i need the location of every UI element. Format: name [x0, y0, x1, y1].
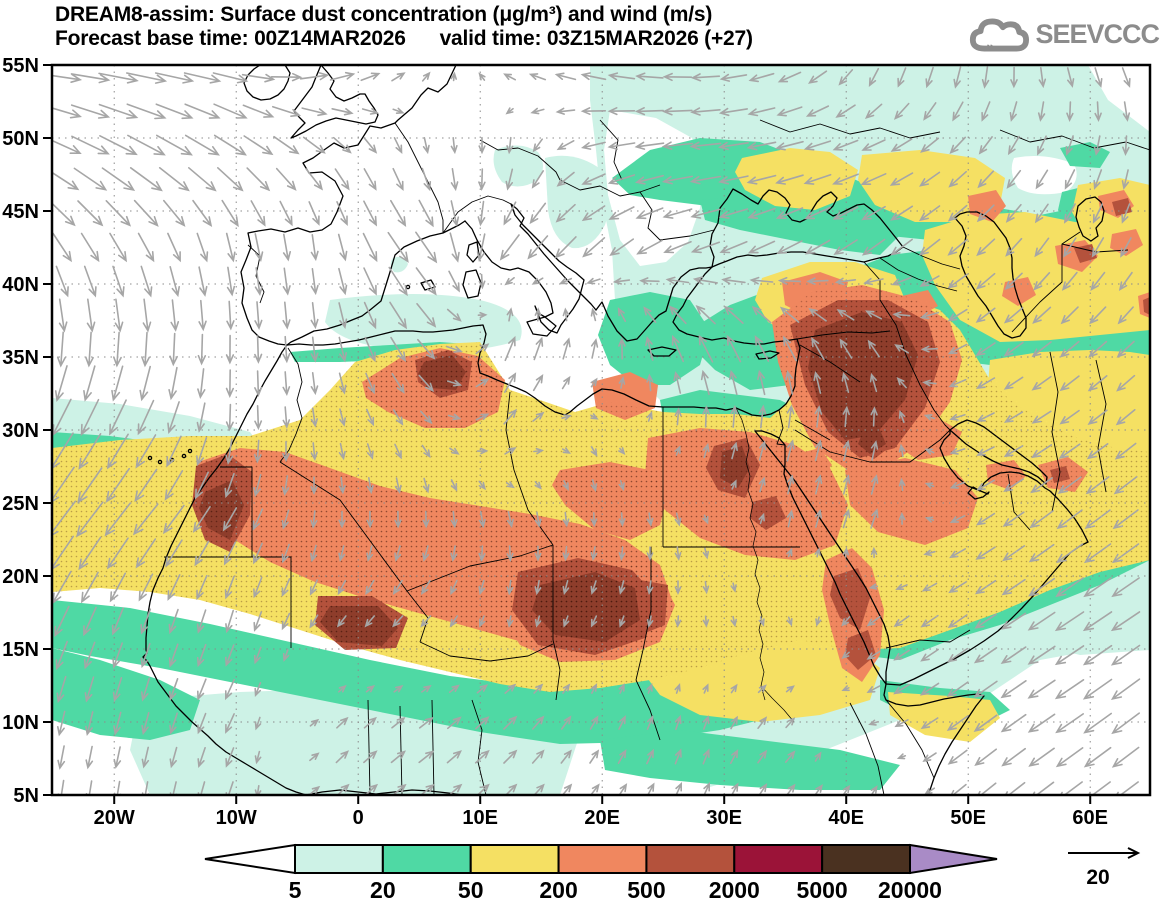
lat-tick-label: 55N — [2, 55, 39, 77]
map-plot-area — [44, 65, 1150, 801]
colorbar-value-label: 5000 — [797, 877, 848, 903]
lon-tick-label: 10W — [216, 807, 257, 829]
colorbar-value-label: 50 — [458, 877, 484, 903]
lat-tick-label: 15N — [2, 639, 39, 661]
lon-tick-label: 0 — [353, 807, 364, 829]
lon-tick-label: 40E — [828, 807, 864, 829]
colorbar-value-label: 2000 — [709, 877, 760, 903]
colorbar-legend: 5 20 50 200 500 2000 5000 20000 — [205, 845, 997, 903]
lat-tick-label: 40N — [2, 274, 39, 296]
lat-tick-label: 5N — [13, 785, 39, 807]
wind-reference-value: 20 — [1086, 866, 1109, 889]
colorbar-value-label: 5 — [289, 877, 302, 903]
lat-tick-label: 45N — [2, 201, 39, 223]
dust-concentration-map: 55N 50N 45N 40N 35N 30N 25N 20N 15N 10N 5N 20W 10W 0 1… — [0, 0, 1165, 907]
lat-tick-label: 50N — [2, 128, 39, 150]
colorbar-value-label: 20 — [370, 877, 396, 903]
lon-tick-label: 10E — [462, 807, 498, 829]
lat-tick-label: 25N — [2, 493, 39, 515]
lon-tick-label: 20W — [94, 807, 135, 829]
wind-reference-arrow: 20 — [1068, 848, 1138, 889]
lon-tick-label: 20E — [584, 807, 620, 829]
lat-tick-label: 30N — [2, 420, 39, 442]
colorbar-value-label: 200 — [539, 877, 577, 903]
lon-tick-label: 60E — [1072, 807, 1108, 829]
lat-tick-label: 35N — [2, 347, 39, 369]
lon-tick-label: 50E — [950, 807, 986, 829]
lon-tick-label: 30E — [706, 807, 742, 829]
colorbar-value-label: 500 — [627, 877, 665, 903]
lat-tick-label: 10N — [2, 712, 39, 734]
colorbar-value-label: 20000 — [878, 877, 942, 903]
weather-map-page: DREAM8-assim: Surface dust concentration… — [0, 0, 1165, 907]
lat-tick-label: 20N — [2, 566, 39, 588]
